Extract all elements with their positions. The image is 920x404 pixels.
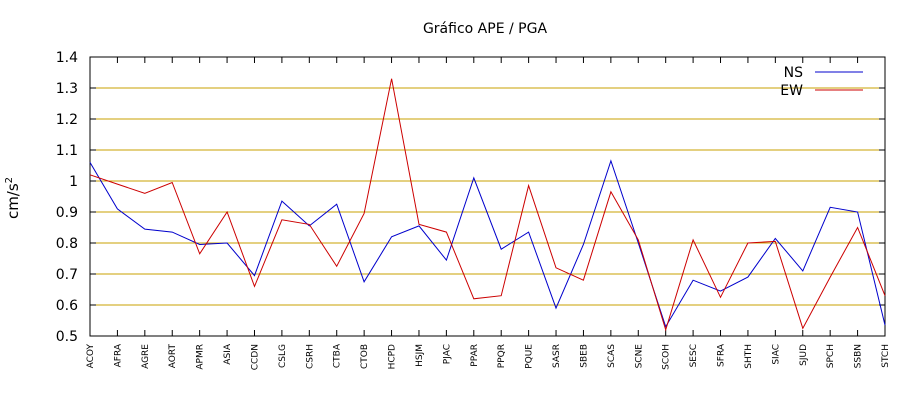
x-tick-label: AFRA [113, 343, 123, 367]
x-tick-label: SASR [552, 344, 562, 368]
x-tick-label: ASIA [223, 343, 233, 365]
x-tick-label: STCH [881, 344, 891, 368]
legend-label-ew: EW [780, 83, 803, 99]
x-tick-label: CTBA [333, 343, 343, 368]
x-tick-label: AORT [168, 344, 178, 369]
y-tick-label: 1.4 [56, 50, 78, 66]
y-tick-label: 1.3 [56, 81, 78, 97]
legend: NS EW [780, 65, 863, 99]
y-tick-label: 0.9 [56, 205, 78, 221]
x-tick-label: SPCH [826, 344, 836, 368]
y-tick-label: 1.1 [56, 143, 78, 159]
x-tick-label: SFRA [717, 343, 727, 367]
axes: 0.5 0.6 0.7 0.8 0.9 1 1.1 1.2 1.3 1.4 ACOY AFRA AGRE… [56, 50, 891, 370]
y-tick-label: 0.7 [56, 267, 78, 283]
x-tick-label: HSJM [415, 344, 425, 367]
x-tick-label: CSRH [305, 344, 315, 369]
y-axis-label-text: cm/s [4, 183, 22, 219]
x-tick-label: CTOB [360, 344, 370, 369]
x-tick-label: SIAC [771, 344, 781, 365]
x-tick-label: SBEB [579, 344, 589, 368]
x-tick-label: SHTH [744, 344, 754, 369]
x-tick-label: CSLG [278, 344, 288, 368]
x-tick-label: SSBN [854, 344, 864, 368]
x-tick-label: PPAR [470, 344, 480, 367]
x-tick-label: SESC [689, 344, 699, 367]
x-tick-label: CCDN [250, 344, 260, 370]
series-line-ew [89, 78, 886, 332]
x-tick-label: SCOH [662, 344, 672, 370]
grid-lines [90, 87, 885, 306]
x-tick-label: PQUE [525, 344, 535, 369]
chart-title: Gráfico APE / PGA [423, 21, 547, 37]
y-axis-label-exponent: 2 [4, 177, 15, 183]
x-tick-label: PPQR [497, 344, 507, 368]
x-tick-label: SCAS [607, 344, 617, 368]
series-line-ns [89, 159, 886, 328]
series-lines [89, 78, 886, 332]
y-tick-label: 0.6 [56, 298, 78, 314]
x-tick-label: SCNE [634, 344, 644, 369]
legend-label-ns: NS [784, 65, 803, 81]
y-axis-label: cm/s2 [4, 177, 22, 219]
x-tick-label: ACOY [86, 344, 96, 369]
y-tick-label: 0.8 [56, 236, 78, 252]
x-tick-label: SJUD [799, 344, 809, 366]
y-tick-label: 1 [69, 174, 78, 190]
x-tick-label: APMR [196, 344, 206, 370]
svg-text:cm/s2: cm/s2 [4, 177, 22, 219]
y-tick-label: 1.2 [56, 112, 78, 128]
y-tick-label: 0.5 [56, 329, 78, 345]
x-tick-label: PJAC [442, 344, 452, 364]
x-tick-label: AGRE [141, 344, 151, 369]
plot-frame [89, 56, 886, 337]
x-tick-label: HCPD [388, 344, 398, 369]
